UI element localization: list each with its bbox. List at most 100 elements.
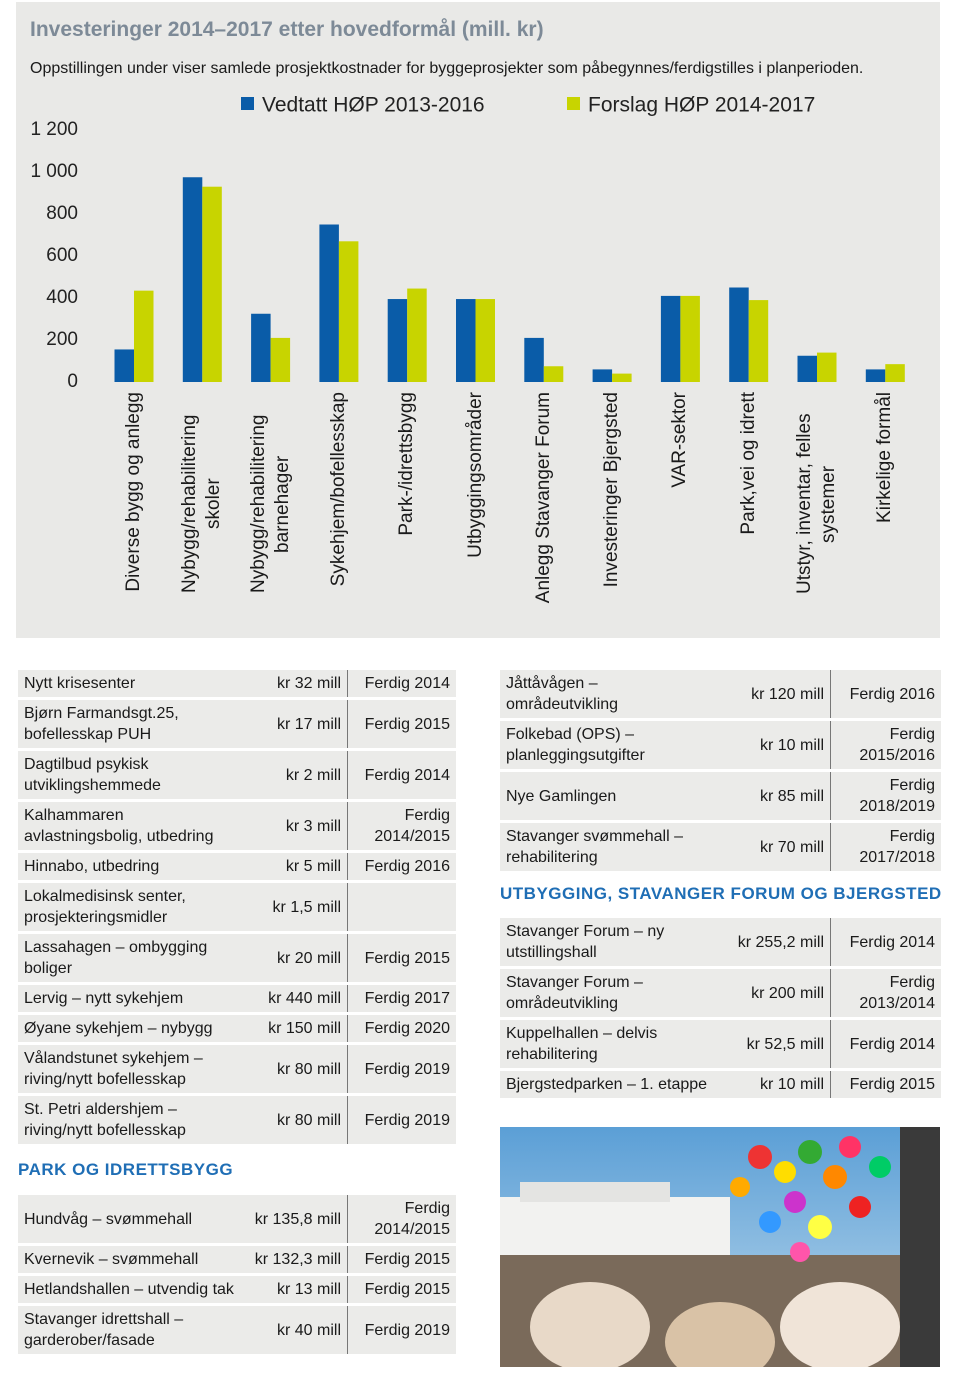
- project-cost: kr 150 mill: [243, 1013, 348, 1045]
- y-tick-label: 400: [46, 287, 78, 308]
- project-name: Hundvåg – svømmehall: [18, 1195, 243, 1246]
- project-status: Ferdig 2014/2015: [347, 1195, 456, 1246]
- x-tick-label: Sykehjem/bofellesskap: [327, 392, 349, 587]
- table-row: Stavanger Forum – ny utstillingshall kr 2…: [500, 918, 941, 969]
- table-row: Vålandstunet sykehjem – riving/nytt bofe…: [18, 1043, 456, 1096]
- y-tick-label: 600: [46, 245, 78, 266]
- x-tick-label: Diverse bygg og anlegg: [123, 392, 144, 592]
- bar: [797, 355, 817, 382]
- x-tick-label: Utstyr, inventar, felles systemer: [794, 413, 839, 595]
- project-status: Ferdig 2014: [347, 670, 456, 700]
- project-cost: kr 135,8 mill: [243, 1195, 348, 1246]
- x-tick-label: Nybygg/rehabilitering barnehager: [247, 414, 293, 594]
- project-status: Ferdig 2020: [347, 1013, 456, 1045]
- project-cost: kr 70 mill: [720, 821, 831, 874]
- bar: [387, 299, 408, 382]
- project-status: Ferdig 2019: [347, 1094, 456, 1147]
- x-tick-label: Utbyggingsområder: [464, 392, 486, 558]
- bar: [729, 287, 749, 382]
- project-table: Stavanger Forum – ny utstillingshall kr 2…: [500, 918, 941, 1101]
- project-cost: kr 10 mill: [720, 1069, 831, 1101]
- project-cost: kr 80 mill: [243, 1094, 348, 1147]
- table-row: Stavanger Forum – områdeutvikling kr 200 …: [500, 967, 941, 1020]
- project-status: Ferdig 2014: [347, 749, 456, 802]
- project-cost: kr 2 mill: [243, 749, 348, 802]
- chart-title: Investeringer 2014–2017 etter hovedformå…: [30, 18, 544, 41]
- bar: [270, 337, 291, 382]
- x-tick-label: Nybygg/rehabilitering skoler: [179, 414, 225, 594]
- project-status: Ferdig 2016: [830, 670, 941, 721]
- project-cost: kr 120 mill: [720, 670, 831, 721]
- bar: [817, 352, 837, 382]
- project-status: Ferdig 2017: [347, 983, 456, 1015]
- project-cost: kr 40 mill: [243, 1304, 348, 1357]
- project-table: Hundvåg – svømmehall kr 135,8 mill Ferdig …: [18, 1195, 456, 1357]
- bar: [182, 177, 203, 382]
- bar: [524, 337, 544, 382]
- project-cost: kr 17 mill: [243, 698, 348, 751]
- bar: [680, 295, 700, 382]
- project-cost: kr 3 mill: [243, 800, 348, 853]
- table-row: Dagtilbud psykisk utviklingshemmede kr 2 …: [18, 749, 456, 802]
- table-row: Folkebad (OPS) – planleggingsutgifter kr …: [500, 719, 941, 772]
- project-cost: kr 1,5 mill: [243, 881, 348, 934]
- table-row: Bjørn Farmandsgt.25, bofellesskap PUH kr …: [18, 698, 456, 751]
- project-cost: kr 255,2 mill: [720, 918, 831, 969]
- bar: [319, 224, 339, 382]
- chart-panel: 0 200 400 600 800 1 000 1 200 Vedtatt HØP 2013-…: [16, 2, 940, 638]
- project-name: Kuppelhallen – delvis rehabilitering: [500, 1018, 720, 1071]
- table-row: Stavanger svømmehall – rehabilitering kr …: [500, 821, 941, 874]
- project-name: Folkebad (OPS) – planleggingsutgifter: [500, 719, 720, 772]
- chart: 0 200 400 600 800 1 000 1 200 Vedtatt HØP 2013-…: [30, 94, 905, 392]
- project-cost: kr 85 mill: [720, 770, 831, 823]
- project-status: Ferdig 2014/2015: [347, 800, 456, 853]
- bar: [251, 313, 271, 382]
- project-name: Vålandstunet sykehjem – riving/nytt bofe…: [18, 1043, 243, 1096]
- table-row: Jåttåvågen – områdeutvikling kr 120 mill F…: [500, 670, 941, 721]
- y-tick-label: 1 000: [30, 161, 78, 182]
- project-status: Ferdig 2014: [830, 1018, 941, 1071]
- bar: [202, 186, 222, 382]
- project-cost: kr 20 mill: [243, 932, 348, 985]
- project-name: Kalhammaren avlastningsbolig, utbedring: [18, 800, 243, 853]
- bar: [338, 241, 359, 382]
- x-tick-label: Investeringer Bjergsted: [601, 392, 623, 588]
- bar: [134, 290, 154, 382]
- y-tick-label: 200: [46, 329, 78, 350]
- bar: [865, 369, 886, 382]
- bar: [660, 295, 681, 382]
- project-name: Bjørn Farmandsgt.25, bofellesskap PUH: [18, 698, 243, 751]
- y-tick-label: 1 200: [30, 119, 78, 140]
- project-name: St. Petri aldershjem – riving/nytt bofel…: [18, 1094, 243, 1147]
- bar: [456, 299, 476, 382]
- x-tick-label: Park-/idrettsbygg: [396, 392, 418, 536]
- project-cost: kr 200 mill: [720, 967, 831, 1020]
- table-row: St. Petri aldershjem – riving/nytt bofel…: [18, 1094, 456, 1147]
- project-status: Ferdig 2015: [347, 698, 456, 751]
- project-cost: kr 5 mill: [243, 851, 348, 883]
- project-name: Stavanger idrettshall – garderober/fasad…: [18, 1304, 243, 1357]
- project-cost: kr 132,3 mill: [243, 1244, 348, 1276]
- bar: [407, 288, 427, 382]
- table-row: Hinnabo, utbedring kr 5 mill Ferdig 2016: [18, 851, 456, 883]
- project-name: Nytt krisesenter: [18, 670, 243, 700]
- table-row: Lokalmedisinsk senter, prosjekteringsmid…: [18, 881, 456, 934]
- table-row: Lassahagen – ombygging boliger kr 20 mill…: [18, 932, 456, 985]
- project-name: Jåttåvågen – områdeutvikling: [500, 670, 720, 721]
- legend-swatch: [567, 97, 580, 110]
- x-tick-label: Park,vei og idrett: [737, 392, 759, 535]
- table-row: Øyane sykehjem – nybygg kr 150 mill Ferdig…: [18, 1013, 456, 1045]
- project-status: Ferdig 2017/2018: [830, 821, 941, 874]
- project-cost: kr 52,5 mill: [720, 1018, 831, 1071]
- project-status: Ferdig 2015: [347, 932, 456, 985]
- table-row: Kalhammaren avlastningsbolig, utbedring k…: [18, 800, 456, 853]
- project-status: Ferdig 2019: [347, 1043, 456, 1096]
- y-tick-label: 0: [67, 371, 78, 392]
- project-status: Ferdig 2013/2014: [830, 967, 941, 1020]
- project-status: [347, 881, 456, 934]
- bar: [543, 366, 564, 382]
- bar: [114, 349, 134, 382]
- project-status: Ferdig 2018/2019: [830, 770, 941, 823]
- project-status: Ferdig 2015: [830, 1069, 941, 1101]
